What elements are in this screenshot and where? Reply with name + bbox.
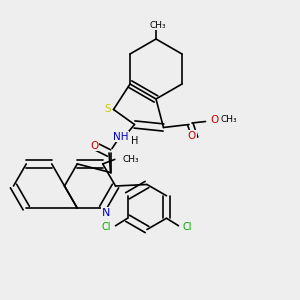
Text: O: O [210,115,218,125]
Text: S: S [104,104,110,115]
Text: CH₃: CH₃ [220,116,237,124]
Text: Cl: Cl [101,222,111,232]
Text: N: N [102,208,110,218]
Text: O: O [90,140,98,151]
Text: Cl: Cl [183,222,193,232]
Text: NH: NH [113,131,129,142]
Text: CH₃: CH₃ [149,21,166,30]
Text: CH₃: CH₃ [122,155,139,164]
Text: H: H [131,136,138,146]
Text: O: O [188,130,196,141]
